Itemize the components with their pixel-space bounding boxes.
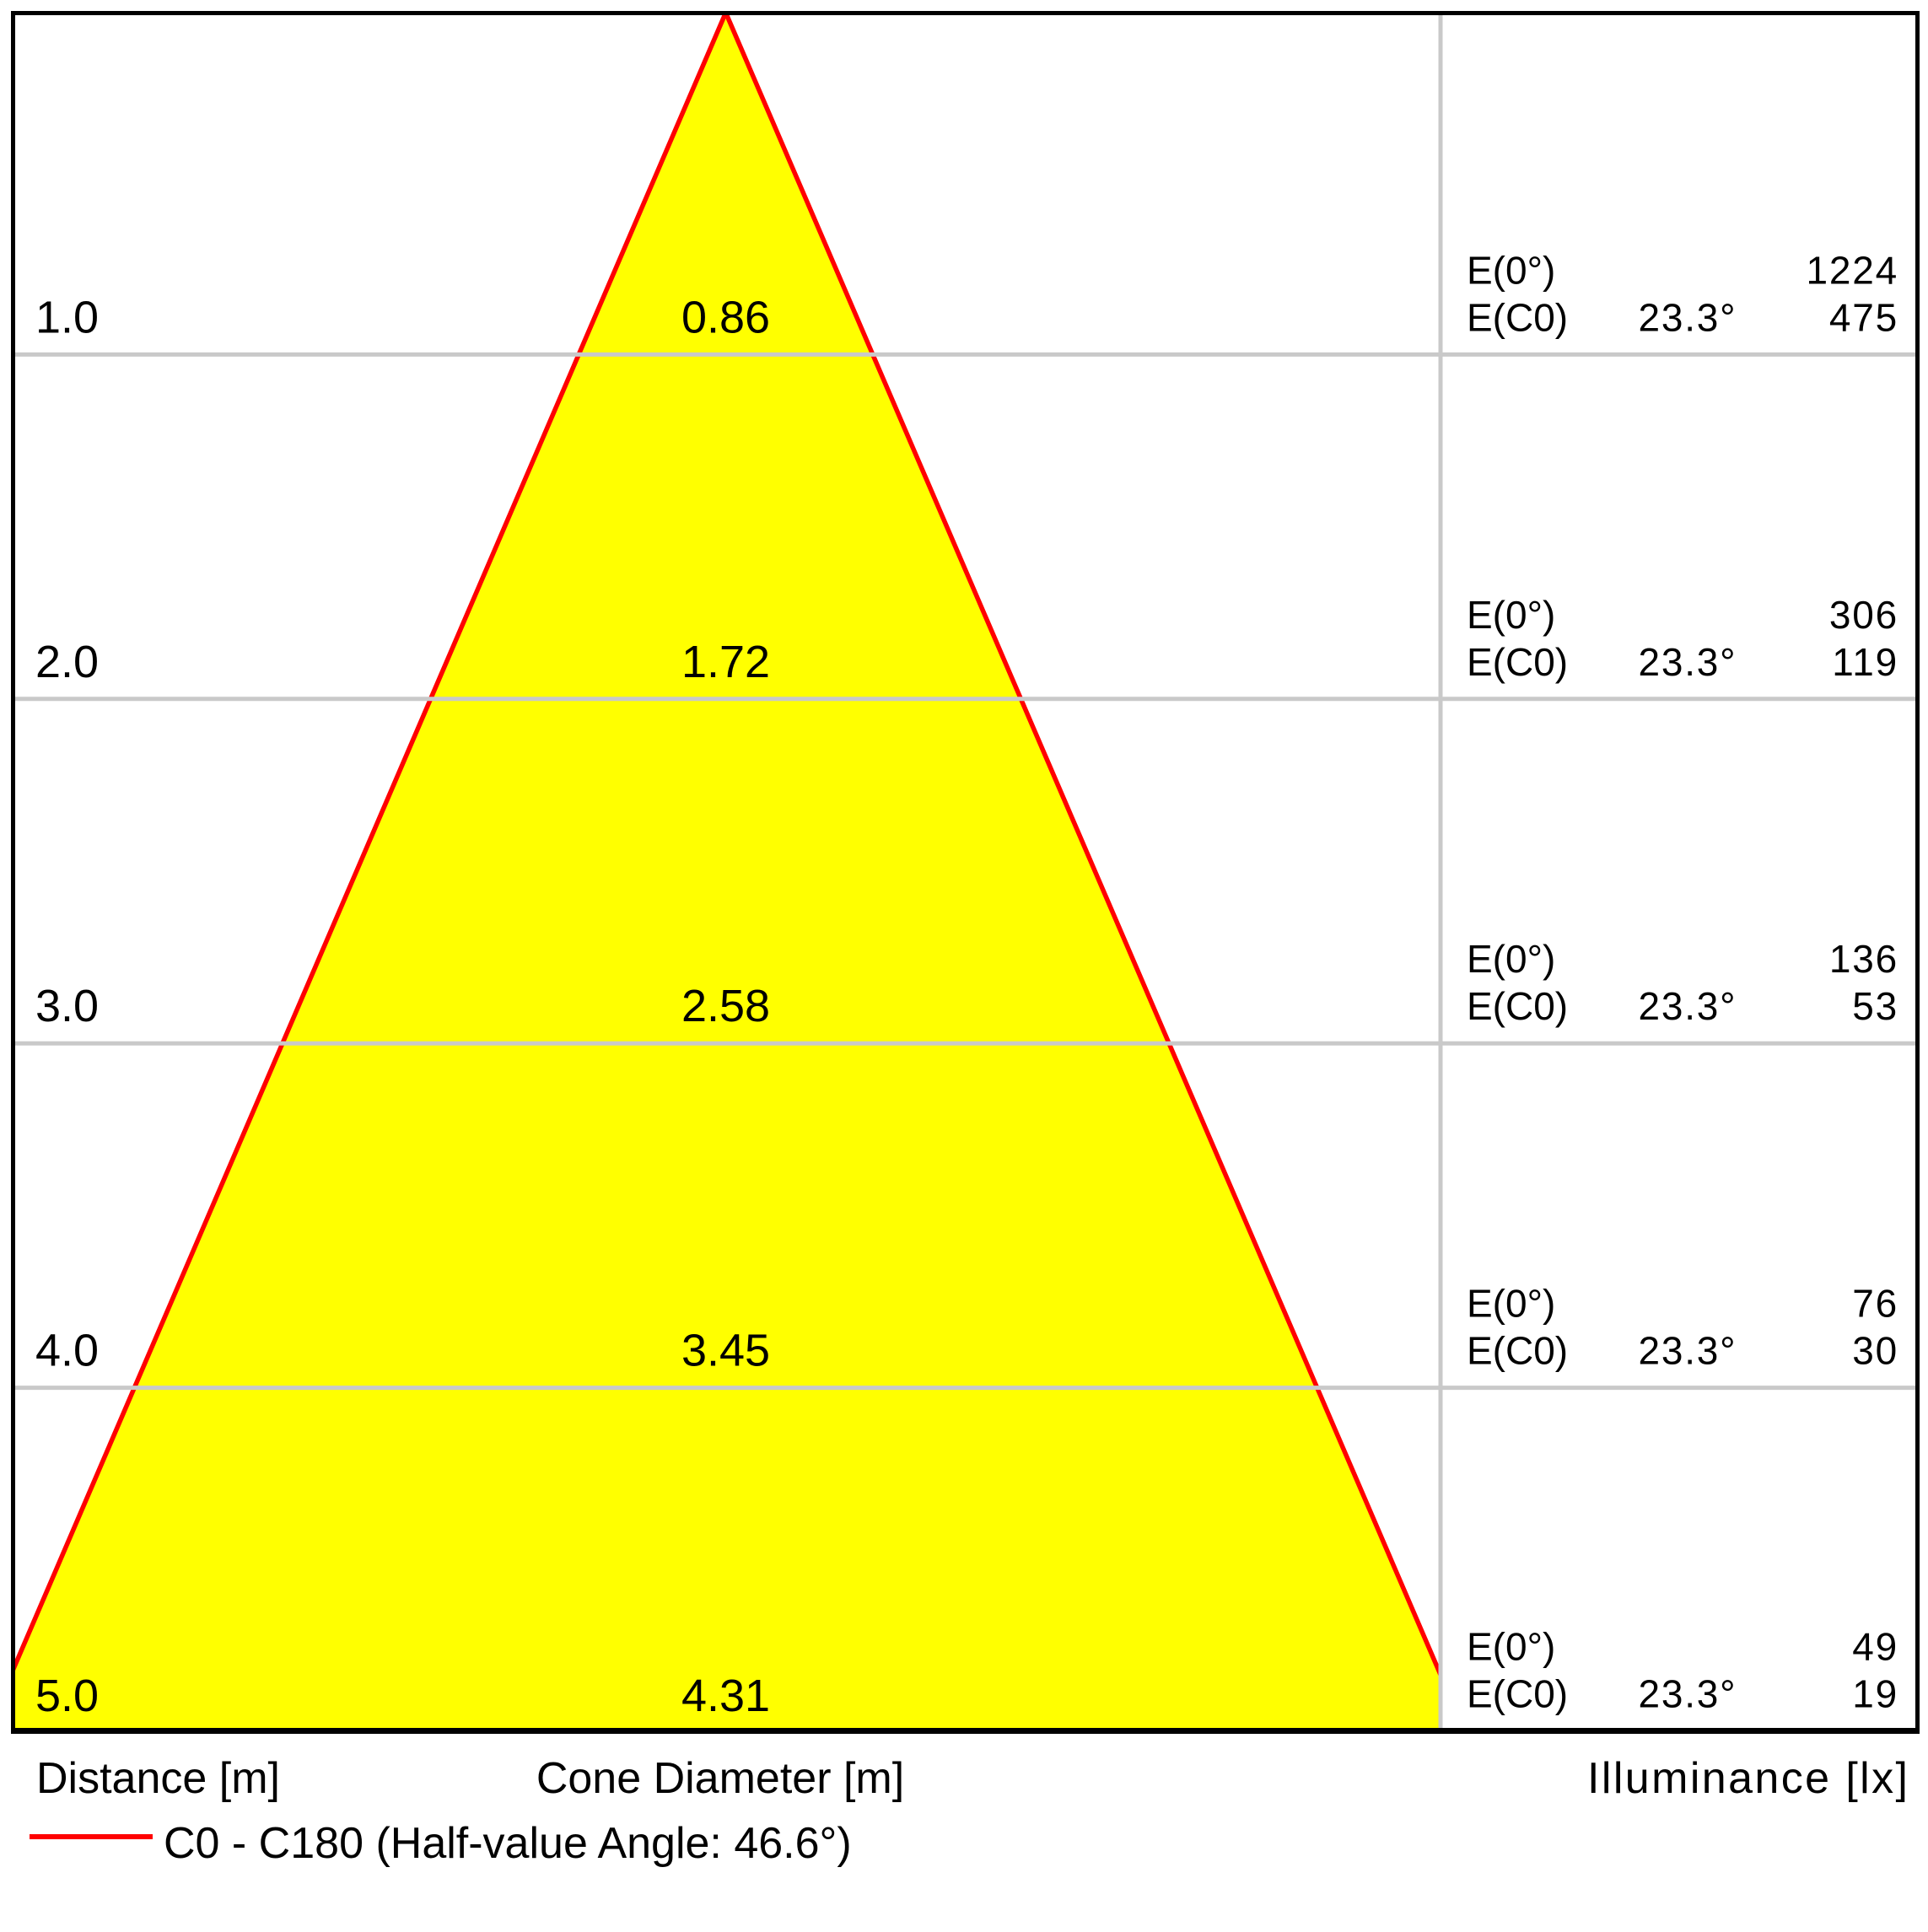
- svg-text:475: 475: [1829, 295, 1898, 339]
- svg-text:E(C0): E(C0): [1467, 984, 1568, 1028]
- svg-text:30: 30: [1852, 1329, 1898, 1373]
- svg-text:E(0°): E(0°): [1467, 248, 1555, 292]
- svg-text:1224: 1224: [1806, 248, 1898, 292]
- svg-text:76: 76: [1852, 1282, 1898, 1326]
- svg-text:E(0°): E(0°): [1467, 937, 1555, 981]
- svg-text:23.3°: 23.3°: [1639, 984, 1736, 1028]
- svg-text:E(C0): E(C0): [1467, 295, 1568, 339]
- svg-text:E(0°): E(0°): [1467, 593, 1555, 637]
- svg-text:53: 53: [1852, 984, 1898, 1028]
- svg-text:E(0°): E(0°): [1467, 1282, 1555, 1326]
- svg-text:Illuminance [lx]: Illuminance [lx]: [1587, 1754, 1908, 1803]
- svg-text:119: 119: [1832, 640, 1898, 684]
- svg-text:Distance [m]: Distance [m]: [36, 1754, 280, 1803]
- svg-text:19: 19: [1852, 1672, 1898, 1716]
- svg-text:5.0: 5.0: [35, 1671, 99, 1721]
- svg-text:23.3°: 23.3°: [1639, 295, 1736, 339]
- svg-text:0.86: 0.86: [681, 292, 770, 342]
- svg-text:23.3°: 23.3°: [1639, 640, 1736, 684]
- svg-text:23.3°: 23.3°: [1639, 1672, 1736, 1716]
- svg-text:4.0: 4.0: [35, 1326, 99, 1376]
- svg-text:E(C0): E(C0): [1467, 1329, 1568, 1373]
- svg-text:306: 306: [1829, 593, 1898, 637]
- svg-text:2.58: 2.58: [681, 981, 770, 1031]
- svg-text:23.3°: 23.3°: [1639, 1329, 1736, 1373]
- svg-text:3.45: 3.45: [681, 1326, 770, 1376]
- svg-text:C0 - C180 (Half-value Angle: 4: C0 - C180 (Half-value Angle: 46.6°): [164, 1819, 852, 1868]
- svg-text:2.0: 2.0: [35, 637, 99, 687]
- svg-text:4.31: 4.31: [681, 1671, 770, 1721]
- svg-text:1.72: 1.72: [681, 637, 770, 687]
- svg-text:E(C0): E(C0): [1467, 1672, 1568, 1716]
- svg-text:49: 49: [1852, 1625, 1898, 1669]
- svg-text:1.0: 1.0: [35, 292, 99, 342]
- svg-text:136: 136: [1829, 937, 1898, 981]
- svg-text:E(0°): E(0°): [1467, 1625, 1555, 1669]
- svg-text:E(C0): E(C0): [1467, 640, 1568, 684]
- svg-text:3.0: 3.0: [35, 981, 99, 1031]
- svg-text:Cone Diameter [m]: Cone Diameter [m]: [536, 1754, 904, 1803]
